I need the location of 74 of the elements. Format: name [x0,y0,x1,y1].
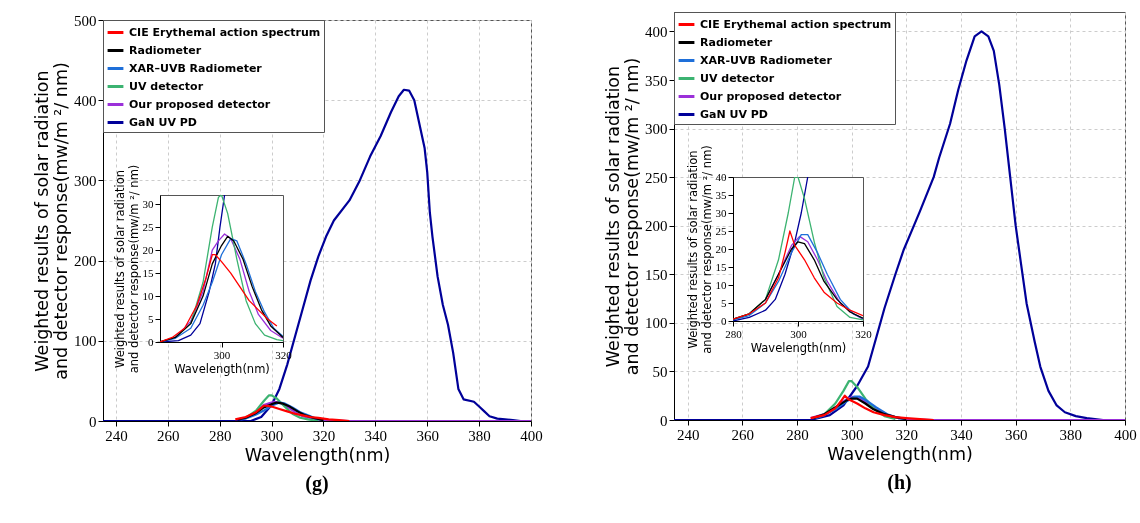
x-axis-title: Wavelength(nm) [750,340,847,355]
y-tick-label: 400 [74,92,97,109]
x-tick-label: 300 [260,427,284,444]
y-tick-label: 40 [715,170,727,183]
y-tick-label: 5 [148,312,154,325]
x-tick-label: 280 [786,426,809,443]
legend-label: Our proposed detector [129,97,271,111]
x-tick-label: 380 [468,427,491,444]
legend-label: CIE Erythemal action spectrum [700,17,892,31]
x-tick-label: 280 [208,427,232,444]
x-tick-label: 340 [364,427,388,444]
y-tick-label: 15 [715,260,727,273]
text: (h) [887,470,912,494]
y-tick-label: 300 [645,121,668,138]
x-tick-label: 240 [105,427,128,444]
x-tick-label: 400 [520,427,543,444]
x-axis-title: Wavelength(nm) [244,444,391,465]
x-axis-title: Wavelength(nm) [174,361,270,376]
y-tick-label: 10 [142,289,154,302]
y-tick-label: 0 [660,412,668,429]
y-tick-label: 200 [645,218,668,235]
y-axis-title: Weighted results of solar radiation and detector response(mw/m ²/ nm) [602,57,642,376]
y-tick-label: 400 [645,23,668,40]
x-axis-title: Wavelength(nm) [827,443,973,464]
legend-label: Radiometer [700,35,773,49]
y-tick-label: 100 [74,333,97,350]
text: (g) [305,471,329,495]
y-axis-title: Weighted results of solar radiation and detector response(mw/m ²/ nm) [31,62,71,380]
y-tick-label: 500 [74,12,97,29]
y-tick-label: 30 [142,197,154,210]
y-tick-label: 200 [74,253,97,270]
legend-label: UV detector [700,71,775,85]
x-tick-label: 300 [790,327,808,340]
y-tick-label: 150 [645,266,668,283]
x-tick-label: 340 [950,426,973,443]
y-tick-label: 5 [721,296,727,309]
x-tick-label: 260 [157,427,180,444]
x-tick-label: 400 [1114,426,1137,443]
legend-label: Radiometer [129,43,202,57]
x-tick-label: 260 [731,426,755,443]
y-tick-label: 0 [148,335,154,348]
y-axis-title: Weighted results of solar radiation and detector response(mw/m ²/ nm) [686,145,714,354]
y-axis-title: Weighted results of solar radiation and detector response(mw/m ²/ nm) [113,164,141,374]
x-tick-label: 320 [855,327,873,340]
y-tick-label: 15 [142,266,154,279]
y-tick-label: 35 [715,188,727,201]
y-tick-label: 30 [715,206,727,219]
y-tick-label: 25 [715,224,727,237]
y-tick-label: 300 [74,172,97,189]
x-tick-label: 360 [416,427,439,444]
legend-label: Our proposed detector [700,89,842,103]
legend-label: XAR-UVB Radiometer [700,53,833,67]
legend-label: CIE Erythemal action spectrum [129,25,321,39]
legend-label: UV detector [129,79,204,93]
y-tick-label: 350 [645,72,668,89]
y-tick-label: 25 [142,220,154,233]
y-tick-label: 20 [715,242,727,255]
y-tick-label: 50 [652,363,668,380]
x-tick-label: 320 [895,426,919,443]
y-tick-label: 250 [645,169,668,186]
x-tick-label: 320 [312,427,336,444]
y-tick-label: 10 [715,278,727,291]
x-tick-label: 380 [1059,426,1083,443]
x-tick-label: 240 [676,426,700,443]
legend-label: GaN UV PD [700,107,768,121]
x-tick-label: 300 [840,426,864,443]
y-tick-label: 20 [142,243,154,256]
legend-label: XAR–UVB Radiometer [129,61,263,75]
y-tick-label: 0 [89,413,97,430]
y-tick-label: 0 [721,314,727,327]
x-tick-label: 360 [1004,426,1028,443]
x-tick-label: 280 [725,327,743,340]
y-tick-label: 100 [645,315,668,332]
legend-label: GaN UV PD [129,115,197,129]
